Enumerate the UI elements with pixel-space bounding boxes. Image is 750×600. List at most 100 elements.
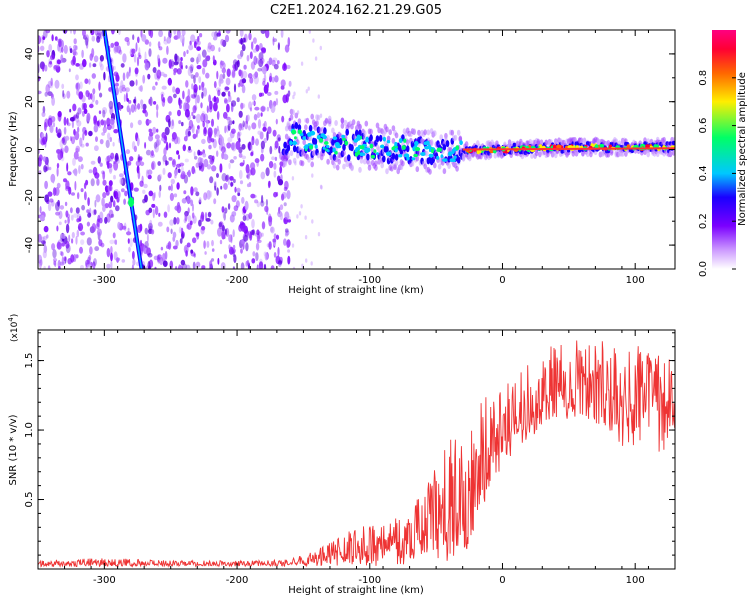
spectrogram-noise-blob: [56, 167, 59, 177]
spectrogram-noise-blob: [133, 145, 137, 152]
spectrogram-noise-blob: [173, 193, 178, 198]
spectrogram-noise-blob: [208, 144, 212, 150]
spectrogram-noise-blob: [156, 69, 162, 79]
spectrogram-noise-blob: [251, 135, 255, 146]
spectrogram-noise-blob: [196, 65, 202, 70]
spectrogram-noise-blob: [39, 259, 43, 266]
spectrogram-noise-blob: [110, 260, 113, 269]
spectrogram-noise-blob: [211, 118, 214, 127]
spectrogram-noise-blob: [106, 263, 111, 269]
spectrogram-x-label: Height of straight line (km): [288, 285, 424, 296]
spectrogram-band-hotspot: [292, 140, 297, 146]
spectrogram-noise-blob: [140, 239, 142, 247]
spectrogram-noise-blob: [317, 94, 320, 99]
spectrogram-band-core: [405, 145, 410, 153]
spectrogram-noise-blob: [165, 160, 169, 166]
spectrogram-noise-blob: [232, 266, 235, 269]
spectrogram-noise-blob: [239, 180, 244, 185]
spectrogram-noise-blob: [44, 180, 48, 190]
spectrogram-band-halo: [493, 152, 498, 159]
spectrogram-noise-blob: [65, 210, 69, 218]
spectrogram-band-halo: [450, 129, 455, 136]
spectrogram-noise-blob: [168, 59, 172, 69]
spectrogram-noise-blob: [51, 96, 55, 106]
spectrogram-noise-blob: [57, 259, 61, 269]
spectrogram-noise-blob: [91, 73, 97, 79]
spectrogram-noise-blob: [210, 219, 214, 225]
spectrogram-band-halo: [394, 159, 399, 166]
spectrogram-noise-blob: [210, 44, 216, 52]
spectrogram-noise-blob: [162, 57, 168, 64]
spectrogram-noise-blob: [246, 183, 250, 188]
spectrogram-noise-blob: [193, 151, 196, 158]
spectrogram-band-hotspot: [380, 144, 385, 149]
spectrogram-noise-blob: [262, 80, 266, 86]
spectrogram-noise-blob: [233, 178, 236, 184]
spectrogram-noise-blob: [139, 161, 145, 167]
spectrogram-noise-blob: [252, 73, 258, 80]
spectrogram-noise-blob: [154, 134, 160, 140]
spectrogram-noise-blob: [127, 160, 132, 166]
spectrogram-noise-blob: [204, 212, 208, 221]
spectrogram-noise-blob: [210, 258, 215, 262]
spectrogram-band-hotspot: [344, 140, 349, 146]
spectrogram-noise-blob: [240, 221, 244, 226]
spectrogram-noise-blob: [194, 96, 198, 106]
colorbar-axes: 0.0 0.2 0.4 0.6 0.8: [698, 70, 736, 277]
spectrogram-noise-blob: [199, 33, 203, 38]
spectrogram-noise-blob: [179, 99, 183, 105]
spectrogram-noise-blob: [240, 248, 243, 254]
spectrogram-noise-blob: [149, 219, 153, 226]
spectrogram-noise-blob: [140, 99, 144, 106]
spectrogram-noise-blob: [238, 110, 243, 118]
spectrogram-noise-blob: [233, 156, 237, 160]
spectrogram-band-halo: [433, 130, 437, 137]
spectrogram-y-tick-label: -40: [24, 237, 35, 253]
spectrogram-noise-blob: [127, 227, 130, 232]
spectrogram-noise-blob: [133, 99, 136, 104]
spectrogram-band-halo: [289, 114, 294, 121]
spectrogram-noise-blob: [195, 162, 200, 168]
spectrogram-noise-blob: [119, 173, 124, 178]
spectrogram-noise-blob: [272, 238, 277, 243]
spectrogram-noise-blob: [193, 253, 196, 258]
spectrogram-noise-blob: [240, 70, 244, 79]
spectrogram-band-hotspot: [414, 141, 419, 146]
spectrogram-noise-blob: [111, 30, 115, 35]
spectrogram-noise-blob: [50, 54, 55, 61]
spectrogram-band-halo: [350, 123, 354, 130]
spectrogram-noise-blob: [137, 119, 142, 126]
spectrogram-noise-blob: [255, 252, 259, 262]
spectrogram-noise-blob: [250, 107, 252, 112]
spectrogram-noise-blob: [95, 99, 99, 105]
spectrogram-noise-blob: [222, 73, 226, 79]
spectrogram-noise-blob: [274, 156, 278, 161]
spectrogram-noise-blob: [41, 111, 46, 118]
spectrogram-noise-blob: [184, 158, 189, 163]
spectrogram-noise-blob: [51, 243, 56, 251]
spectrogram-noise-blob: [83, 108, 88, 115]
spectrogram-noise-blob: [112, 200, 116, 208]
spectrogram-band-hotspot: [403, 138, 407, 143]
spectrogram-noise-blob: [77, 107, 82, 115]
spectrogram-noise-blob: [120, 80, 124, 90]
spectrogram-band-halo: [437, 163, 442, 170]
spectrogram-band-halo: [289, 150, 294, 157]
spectrogram-band-halo: [283, 160, 287, 167]
spectrogram-noise-blob: [59, 250, 63, 256]
spectrogram-noise-blob: [270, 226, 275, 234]
spectrogram-noise-blob: [201, 49, 207, 58]
spectrogram-noise-blob: [135, 160, 141, 167]
spectrogram-noise-blob: [77, 126, 80, 133]
spectrogram-noise-blob: [76, 218, 80, 223]
spectrogram-noise-blob: [270, 265, 275, 269]
spectrogram-noise-blob: [174, 53, 178, 62]
spectrogram-noise-blob: [235, 140, 241, 150]
spectrogram-noise-blob: [38, 75, 41, 82]
spectrogram-noise-blob: [293, 91, 296, 96]
spectrogram-streak-core: [103, 30, 143, 269]
spectrogram-noise-blob: [137, 224, 142, 234]
spectrogram-band-hotspot: [428, 148, 432, 153]
spectrogram-band-halo: [671, 149, 675, 156]
